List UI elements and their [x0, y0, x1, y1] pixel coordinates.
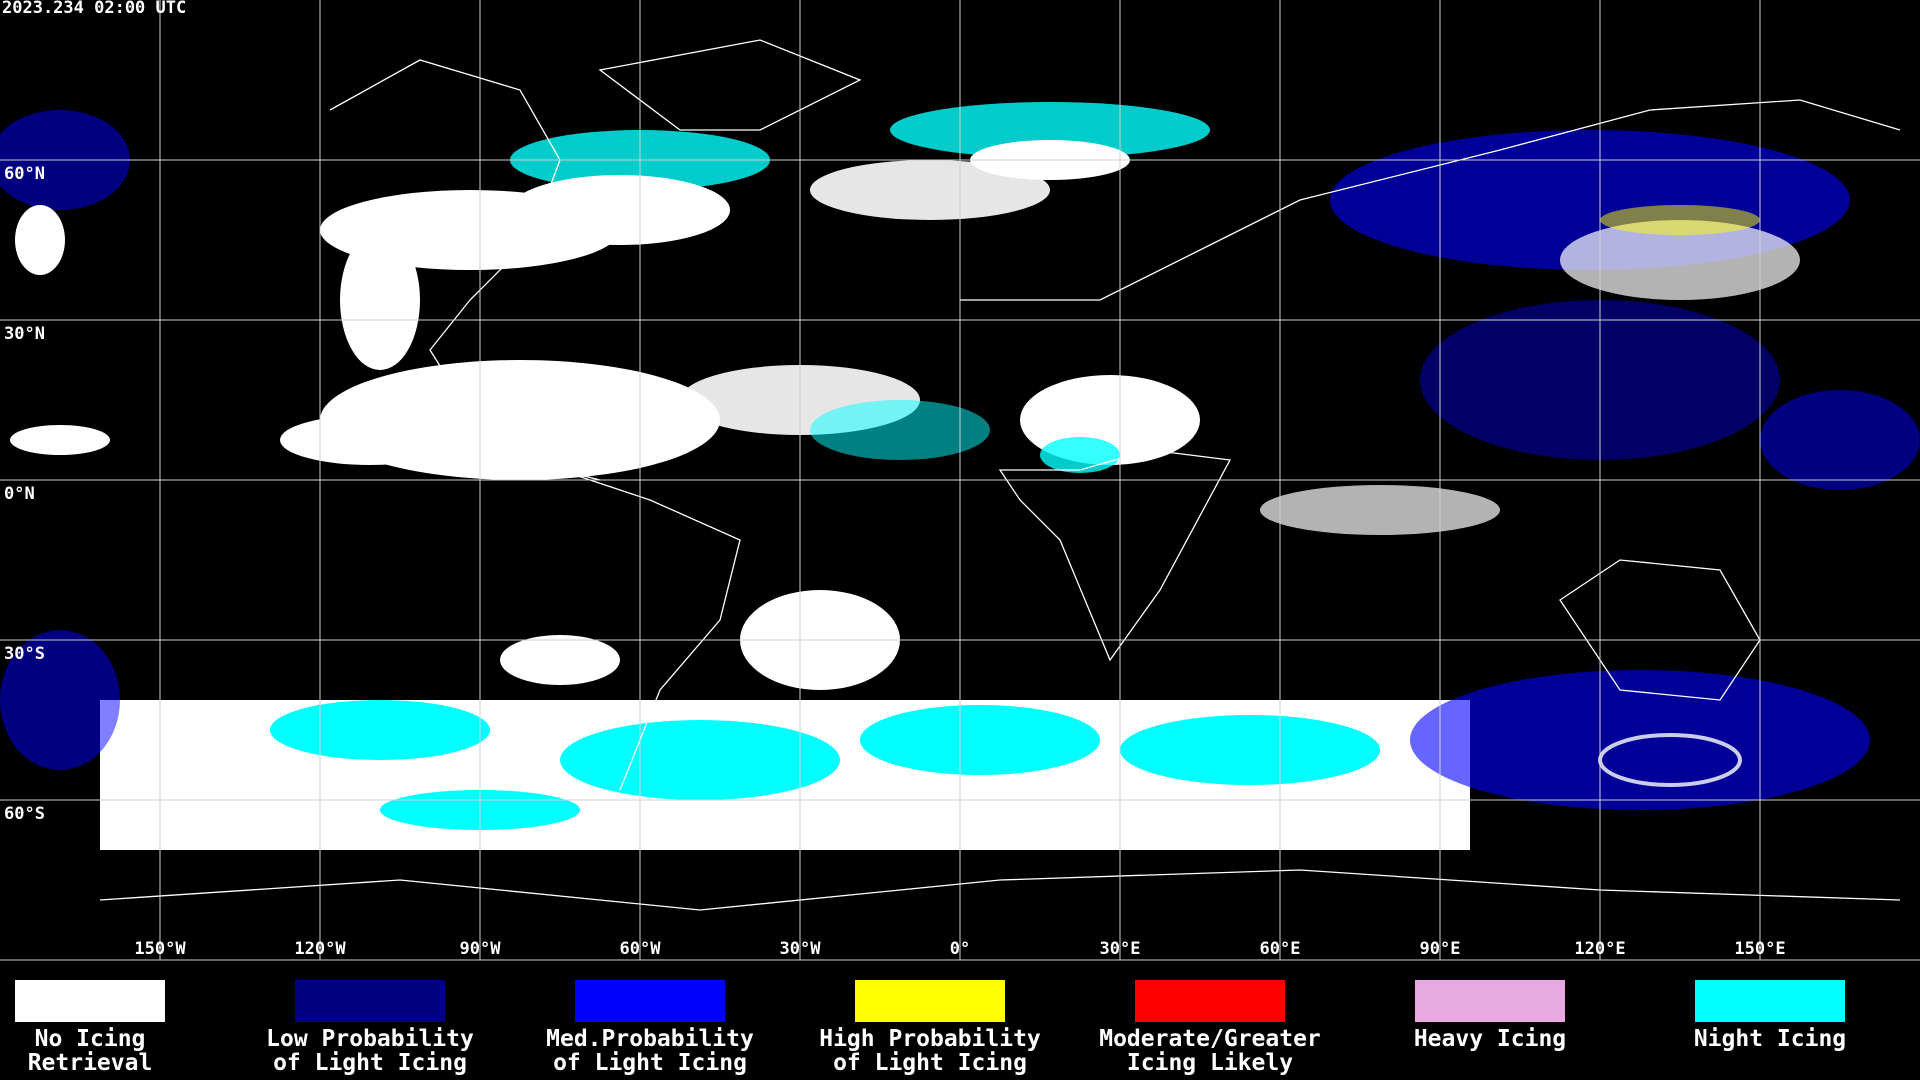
legend-label: No Icing: [35, 1026, 146, 1052]
lat-label: 60°N: [4, 164, 45, 184]
legend-swatch: [1415, 980, 1565, 1022]
legend-label: Icing Likely: [1127, 1050, 1293, 1076]
legend-label: Night Icing: [1694, 1026, 1846, 1052]
legend-swatch: [1695, 980, 1845, 1022]
legend-label: of Light Icing: [273, 1050, 467, 1076]
lon-label: 30°W: [780, 939, 822, 959]
lon-label: 90°E: [1420, 939, 1461, 959]
legend-swatch: [15, 980, 165, 1022]
legend-label: High Probability: [819, 1026, 1041, 1052]
legend-label: of Light Icing: [553, 1050, 747, 1076]
lon-label: 150°W: [134, 939, 186, 959]
lon-label: 60°E: [1260, 939, 1301, 959]
cloud-field: [0, 102, 1920, 850]
legend-label: Heavy Icing: [1414, 1026, 1566, 1052]
legend-label: Retrieval: [28, 1050, 153, 1076]
map-labels: 2023.234 02:00 UTC 150°W 120°W 90°W 60°W 30°…: [2, 0, 1786, 959]
legend-swatch: [855, 980, 1005, 1022]
timestamp: 2023.234 02:00 UTC: [2, 0, 186, 18]
lat-label: 30°S: [4, 644, 45, 664]
lon-label: 120°E: [1574, 939, 1625, 959]
coastlines: [99, 39, 1901, 911]
legend-label: Low Probability: [266, 1026, 474, 1052]
legend-label: Med.Probability: [546, 1026, 754, 1052]
lat-label: 60°S: [4, 804, 45, 824]
lat-label: 30°N: [4, 324, 45, 344]
legend-swatch: [1135, 980, 1285, 1022]
lon-label: 60°W: [620, 939, 662, 959]
graticule: [0, 0, 1920, 960]
legend-label: of Light Icing: [833, 1050, 1027, 1076]
lon-label: 90°W: [460, 939, 502, 959]
lon-label: 150°E: [1734, 939, 1785, 959]
lon-label: 120°W: [294, 939, 346, 959]
legend-swatch: [575, 980, 725, 1022]
legend-label: Moderate/Greater: [1099, 1026, 1321, 1052]
legend-swatch: [295, 980, 445, 1022]
lon-label: 30°E: [1100, 939, 1141, 959]
lat-label: 0°N: [4, 484, 35, 504]
lon-label: 0°: [950, 939, 970, 959]
